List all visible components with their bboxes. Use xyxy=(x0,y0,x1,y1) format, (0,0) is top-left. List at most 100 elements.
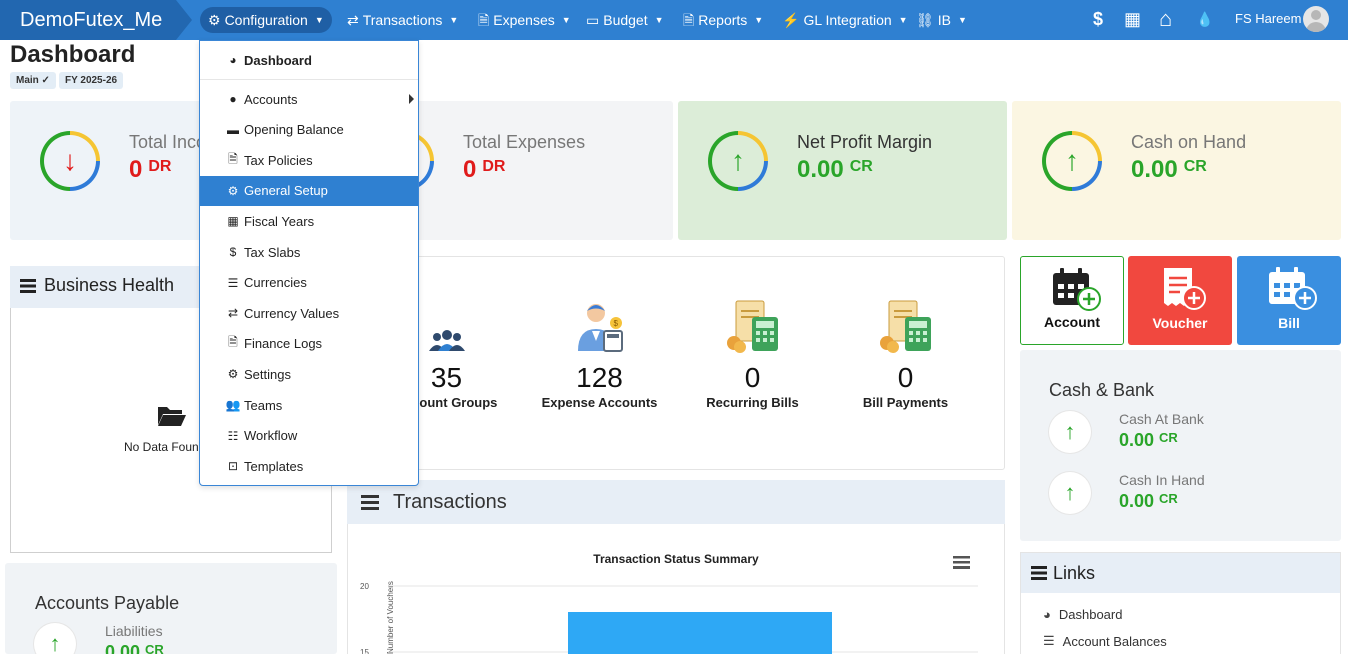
calendar-plus-icon xyxy=(1267,266,1317,312)
nav-transactions[interactable]: ⇄ Transactions ▼ xyxy=(339,7,466,33)
arrow-up-icon: ↑ xyxy=(712,135,764,187)
dropdown-dashboard-item[interactable]: ◕ Dashboard xyxy=(200,41,418,80)
dropdown-item-opening-balance[interactable]: ▬ Opening Balance xyxy=(200,115,418,145)
dropdown-item-currencies[interactable]: ☰ Currencies xyxy=(200,268,418,298)
users-icon: 👥 xyxy=(225,398,241,412)
link-dashboard[interactable]: ◕ Dashboard xyxy=(1043,607,1123,622)
link-account-balances[interactable]: ☰ Account Balances xyxy=(1043,633,1167,649)
count-bill-payments[interactable]: 0 Bill Payments xyxy=(829,297,982,410)
liabilities-value: 0.00 CR xyxy=(105,642,164,654)
dashboard-icon: ◕ xyxy=(1043,607,1051,622)
cogs-icon: ⚙ xyxy=(227,183,239,198)
dropdown-item-currency-values[interactable]: ⇄ Currency Values xyxy=(200,298,418,328)
nav-label: Expenses xyxy=(493,12,555,28)
cash-at-bank-value: 0.00 CR xyxy=(1119,430,1178,450)
chart-menu-icon[interactable] xyxy=(953,556,970,569)
add-account-tile[interactable]: Account xyxy=(1020,256,1124,345)
nav-label: Configuration xyxy=(224,12,308,28)
dropdown-item-teams[interactable]: 👥 Teams xyxy=(200,390,418,420)
tile-label: Voucher xyxy=(1152,315,1208,331)
nav-gl-integration[interactable]: ⚡ GL Integration ▼ xyxy=(774,7,916,33)
dropdown-item-templates[interactable]: ⊡ Templates xyxy=(200,451,418,481)
exchange-icon: ⇄ xyxy=(227,306,239,321)
stat-value: 0.00 CR xyxy=(1131,156,1207,183)
bill-calculator-icon xyxy=(829,297,982,353)
dropdown-item-workflow[interactable]: ☷ Workflow xyxy=(200,421,418,451)
count-label: Bill Payments xyxy=(862,395,949,410)
transactions-header: Transactions xyxy=(347,480,1005,524)
nav-label: IB xyxy=(937,12,952,28)
submenu-arrow-icon xyxy=(409,94,414,104)
dropdown-item-settings[interactable]: ⚙ Settings xyxy=(200,359,418,389)
count-value: 0 xyxy=(897,362,914,393)
file-icon: 🗎 xyxy=(478,12,490,28)
calendar-icon: ▦ xyxy=(227,214,239,229)
drop-icon[interactable]: 💧 xyxy=(1196,11,1214,27)
nav-expenses[interactable]: 🗎 Expenses ▼ xyxy=(470,7,579,33)
menu-icon[interactable] xyxy=(361,494,379,510)
count-expense-accounts[interactable]: $ 128 Expense Accounts xyxy=(523,297,676,410)
no-data-text: No Data Found xyxy=(124,440,206,454)
dropdown-item-label: Finance Logs xyxy=(244,336,323,352)
receipt-plus-icon xyxy=(1158,266,1206,312)
nav-label: Reports xyxy=(698,12,748,28)
arrow-up-icon: ↑ xyxy=(1046,135,1098,187)
caret-down-icon: ▼ xyxy=(754,15,764,25)
avatar[interactable] xyxy=(1303,6,1329,32)
caret-down-icon: ▼ xyxy=(958,15,967,25)
users-group-icon xyxy=(370,297,523,353)
dropdown-item-general-setup[interactable]: ⚙ General Setup xyxy=(200,175,418,206)
branch-badge[interactable]: Main ✓ xyxy=(10,72,56,89)
dashboard-icon: ◕ xyxy=(229,53,237,67)
count-recurring-bills[interactable]: 0 Recurring Bills xyxy=(676,297,829,410)
add-bill-tile[interactable]: Bill xyxy=(1237,256,1341,345)
stat-card-cash-on-hand: ↑ Cash on Hand 0.00 CR xyxy=(1012,101,1341,240)
stat-value: 0 DR xyxy=(129,156,172,183)
count-value: 35 xyxy=(430,362,463,393)
file-invoice-icon: 🗎 xyxy=(228,151,238,166)
brand-logo[interactable]: DemoFutex_Me xyxy=(0,0,192,40)
arrow-up-icon: ↑ xyxy=(34,623,76,654)
stat-label: Cash on Hand xyxy=(1131,132,1247,152)
user-name[interactable]: FS Hareem xyxy=(1235,11,1302,26)
dropdown-item-label: Teams xyxy=(244,397,283,413)
accounts-payable-panel: Accounts Payable ↑ Liabilities 0.00 CR xyxy=(5,563,337,654)
stat-label: Net Profit Margin xyxy=(797,132,933,152)
page-title: Dashboard xyxy=(10,41,136,68)
dropdown-item-label: Tax Slabs xyxy=(244,244,301,260)
count-account-groups[interactable]: 35 Account Groups xyxy=(370,297,523,410)
chalkboard-icon: ⊡ xyxy=(227,459,239,474)
menu-icon[interactable] xyxy=(1031,566,1047,580)
chart-y-tick-label: 15 xyxy=(360,648,369,654)
nav-ib[interactable]: ⛓ IB ▼ xyxy=(908,7,975,33)
chart-bar[interactable] xyxy=(568,612,832,654)
exchange-icon: ⇄ xyxy=(347,12,359,28)
cash-bank-panel: Cash & Bank ↑ Cash At Bank 0.00 CR ↑ Cash… xyxy=(1020,350,1341,541)
currency-icon[interactable]: $ xyxy=(1093,9,1104,29)
fiscal-year-badge[interactable]: FY 2025-26 xyxy=(59,72,124,89)
wallet-icon: ▬ xyxy=(227,122,239,137)
chart-title: Transaction Status Summary xyxy=(593,552,759,566)
cash-in-hand-label: Cash In Hand xyxy=(1119,472,1205,488)
add-voucher-tile[interactable]: Voucher xyxy=(1128,256,1232,345)
svg-text:$: $ xyxy=(613,319,618,328)
chart-y-tick-label: 20 xyxy=(360,582,369,591)
counts-panel: 35 Account Groups $ 128 Expense Accounts… xyxy=(347,256,1005,470)
dropdown-item-accounts[interactable]: ● Accounts xyxy=(200,84,418,114)
dropdown-item-tax-policies[interactable]: 🗎 Tax Policies xyxy=(200,145,418,175)
menu-icon[interactable] xyxy=(20,278,36,293)
nav-reports[interactable]: 🗎 Reports ▼ xyxy=(675,7,771,33)
accountant-icon: $ xyxy=(523,297,676,353)
nav-configuration[interactable]: ⚙ Configuration ▼ xyxy=(200,7,332,33)
dropdown-item-tax-slabs[interactable]: $ Tax Slabs xyxy=(200,237,418,267)
bill-calculator-icon xyxy=(676,297,829,353)
nav-budget[interactable]: ▭ Budget ▼ xyxy=(578,7,672,33)
apps-grid-icon[interactable]: ▦ xyxy=(1124,9,1142,29)
plug-icon: ⚡ xyxy=(782,12,800,28)
transactions-body: Transaction Status Summary Number of Vou… xyxy=(347,524,1005,654)
dropdown-item-finance-logs[interactable]: 🗎 Finance Logs xyxy=(200,329,418,359)
dropdown-item-fiscal-years[interactable]: ▦ Fiscal Years xyxy=(200,206,418,236)
arrow-down-icon: ↓ xyxy=(44,135,96,187)
dropdown-item-label: Tax Policies xyxy=(244,152,313,168)
home-icon[interactable]: ⌂ xyxy=(1159,6,1173,31)
